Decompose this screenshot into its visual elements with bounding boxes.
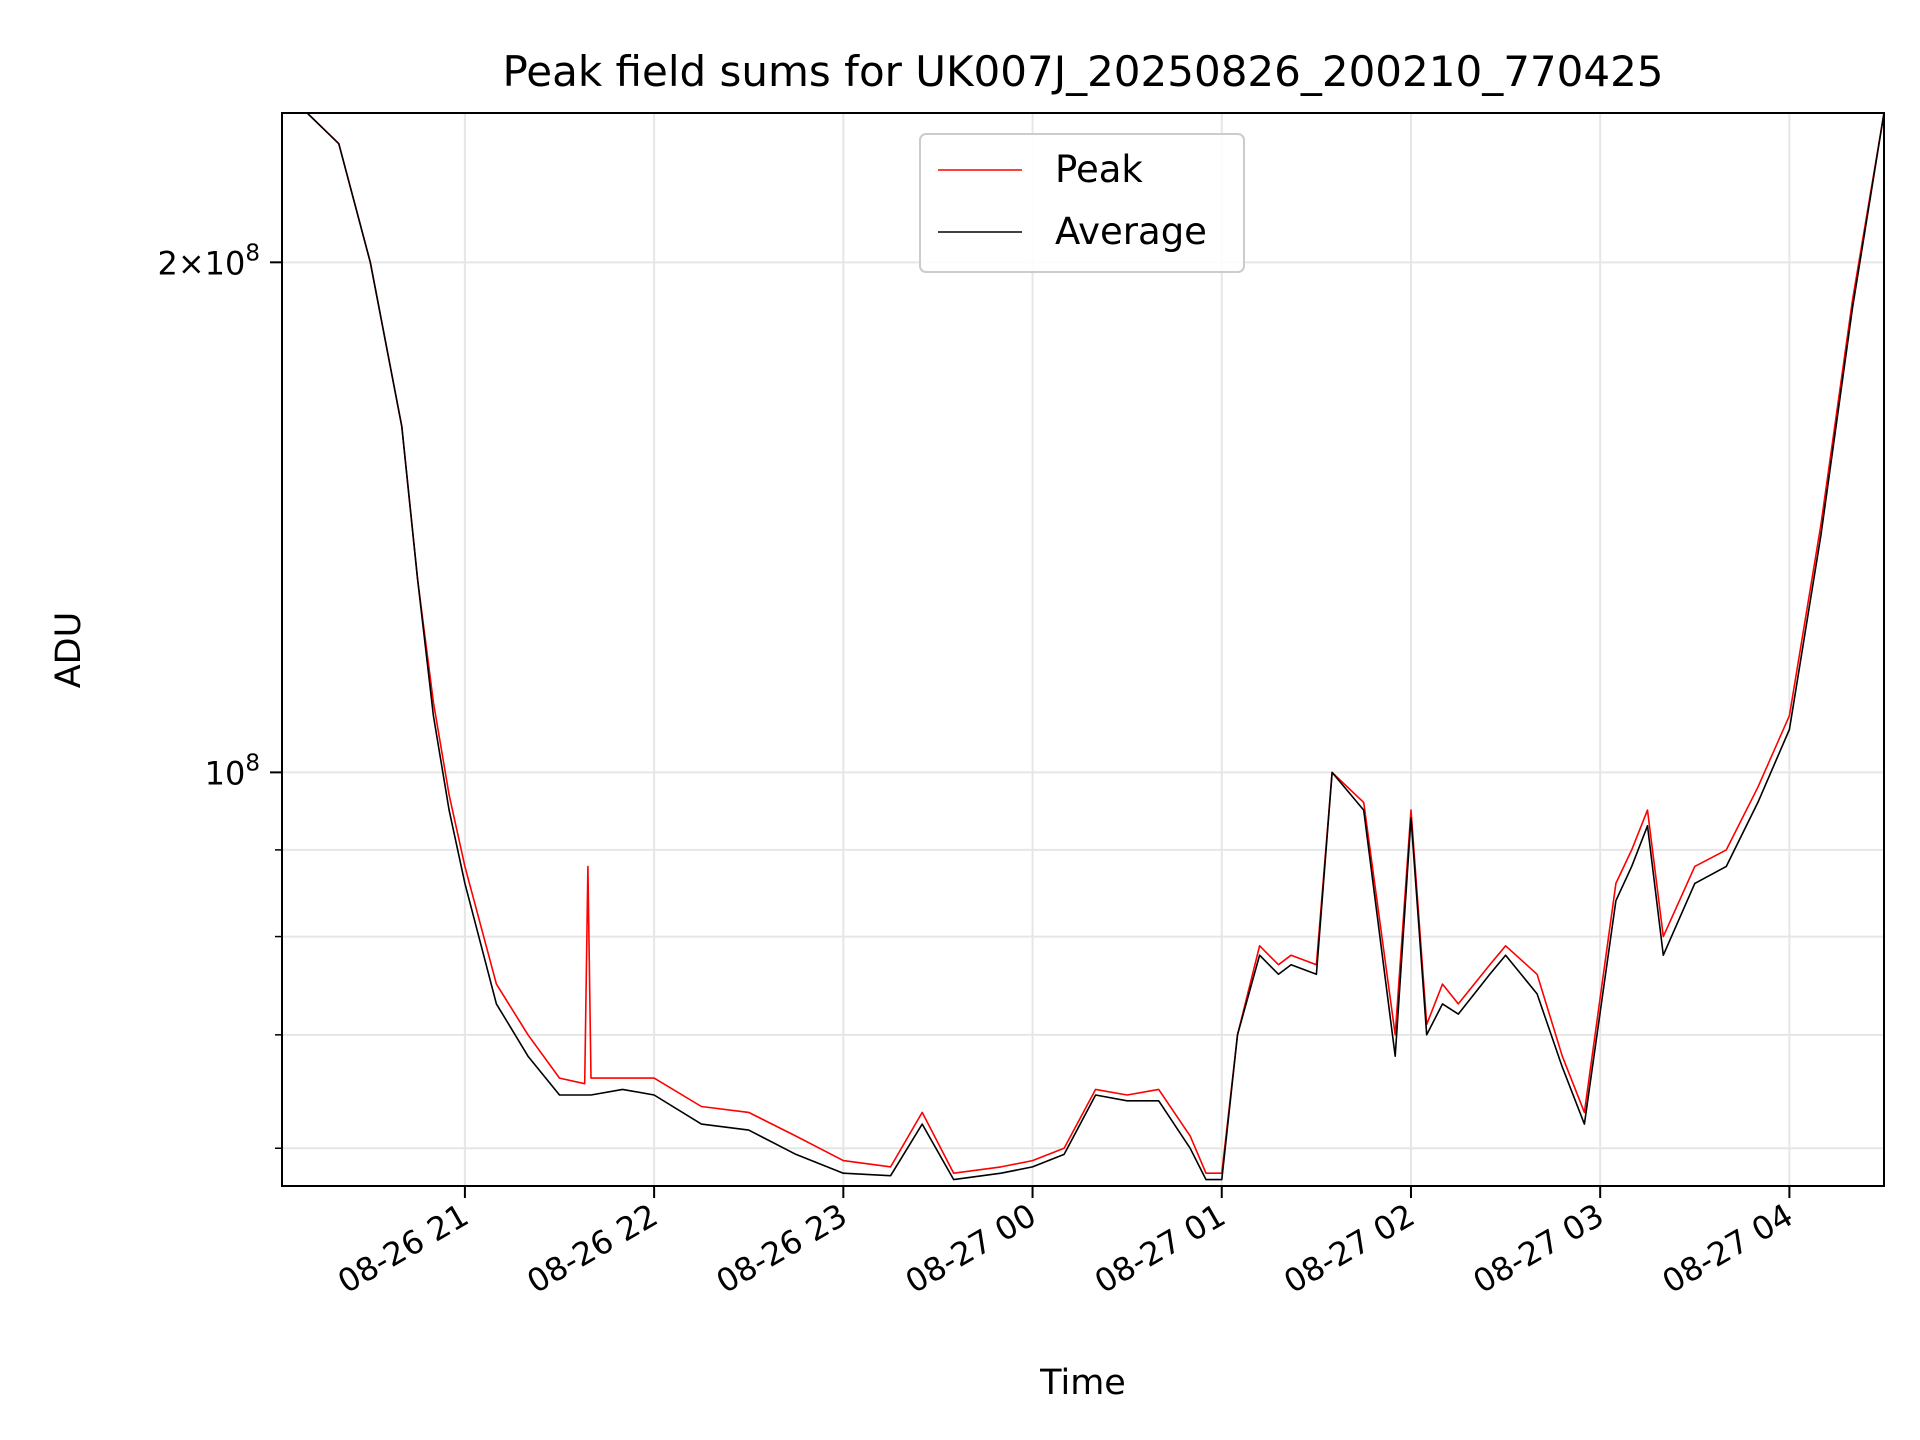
y-axis-title: ADU bbox=[49, 612, 89, 689]
y-tick-label: 2×108 bbox=[157, 240, 260, 282]
legend-label-average: Average bbox=[1055, 210, 1207, 253]
plot-frame bbox=[281, 112, 1885, 1187]
series-line-average bbox=[282, 113, 1884, 1181]
y-tick-label: 108 bbox=[205, 750, 260, 792]
series-layer bbox=[282, 113, 1884, 1181]
series-line-peak bbox=[282, 113, 1884, 1174]
x-axis-title: Time bbox=[1039, 1363, 1126, 1403]
legend-box bbox=[919, 133, 1245, 273]
chart-title: Peak field sums for UK007J_20250826_2002… bbox=[502, 47, 1663, 96]
legend-label-peak: Peak bbox=[1055, 148, 1143, 191]
y-axis: 108 2×108 bbox=[157, 240, 282, 1150]
legend: Peak Average bbox=[919, 133, 1245, 273]
